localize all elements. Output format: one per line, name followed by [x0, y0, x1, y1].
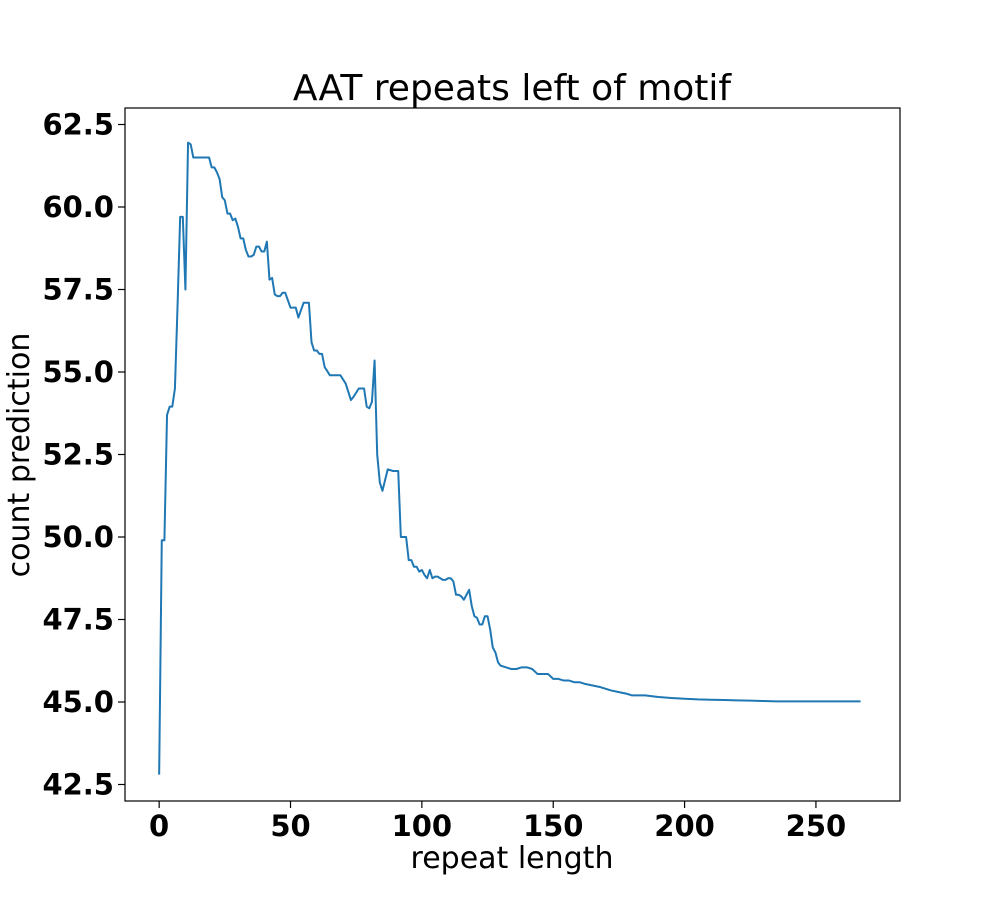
y-tick-label: 45.0 — [42, 685, 114, 719]
x-tick-label: 100 — [392, 809, 453, 843]
x-tick-label: 0 — [149, 809, 169, 843]
y-axis: 42.5 45.0 47.5 50.0 52.5 55.0 57.5 60.0 62.5 — [42, 108, 125, 802]
series-layer — [158, 141, 861, 775]
x-tick-label: 200 — [654, 809, 715, 843]
x-tick-label: 250 — [786, 809, 847, 843]
y-axis-label: count prediction — [2, 333, 37, 578]
y-tick-label: 62.5 — [42, 108, 114, 142]
x-tick-label: 50 — [270, 809, 310, 843]
x-axis: 0 50 100 150 200 250 — [149, 801, 846, 843]
chart-title: AAT repeats left of motif — [293, 68, 733, 109]
y-tick-label: 42.5 — [42, 768, 114, 802]
plot-frame — [124, 107, 901, 802]
y-tick-label: 52.5 — [42, 438, 114, 472]
x-axis-label: repeat length — [411, 841, 614, 876]
y-tick-label: 55.0 — [42, 355, 114, 389]
y-tick-label: 47.5 — [42, 603, 114, 637]
x-tick-label: 150 — [523, 809, 584, 843]
y-tick-label: 60.0 — [42, 190, 114, 224]
series-line — [158, 141, 861, 775]
y-tick-label: 57.5 — [42, 273, 114, 307]
y-tick-label: 50.0 — [42, 520, 114, 554]
